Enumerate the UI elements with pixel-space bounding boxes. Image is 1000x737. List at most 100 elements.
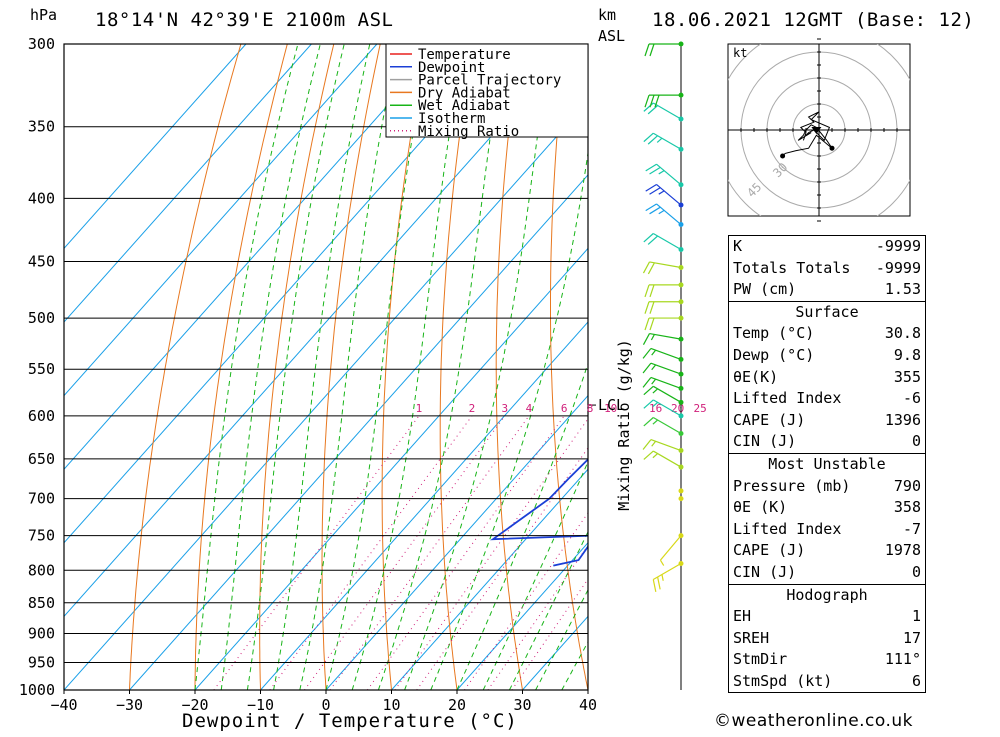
wind-barb-dot (679, 488, 684, 493)
mixing-ratio-line (512, 416, 700, 690)
dry-adiabat-line (130, 44, 241, 690)
copyright[interactable]: ©weatheronline.co.uk (714, 711, 913, 731)
pressure-tick-label: 550 (28, 360, 55, 378)
pressure-unit-label: hPa (30, 6, 57, 24)
hodograph-unit: kt (733, 46, 747, 60)
wet-adiabat-line (221, 44, 320, 690)
stat-totals: Totals Totals-9999 (729, 258, 925, 280)
stat-surface-cin: CIN (J)0 (729, 431, 925, 453)
pressure-tick-label: 850 (28, 594, 55, 612)
wind-barb-flag (659, 171, 664, 174)
lcl-label: LCL (598, 396, 625, 414)
mixing-ratio-label: 6 (561, 402, 568, 415)
wet-adiabat-line (247, 44, 344, 690)
stat-mu-cape: CAPE (J)1978 (729, 540, 925, 562)
wind-barb-flag (645, 44, 649, 56)
plot-frame (64, 44, 596, 694)
x-tick-label: −30 (116, 696, 143, 714)
wind-barb-flag (653, 454, 658, 458)
legend-label: Mixing Ratio (418, 124, 519, 140)
isotherm-line (64, 44, 639, 690)
dry-adiabat-line (551, 44, 589, 690)
wind-barb-flag (657, 138, 662, 142)
wind-barb-flag (650, 44, 654, 56)
stat-surface-theta: θE(K)355 (729, 367, 925, 389)
pressure-tick-label: 800 (28, 561, 55, 579)
x-axis-label: Dewpoint / Temperature (°C) (182, 710, 518, 732)
mixing-ratio-label: 8 (587, 402, 594, 415)
wind-barb-flag (643, 363, 651, 373)
hodograph-heading: Hodograph (729, 584, 925, 607)
wind-barb-flag (643, 334, 649, 345)
wind-barb-flag (659, 210, 664, 213)
wind-barb-flag (643, 262, 649, 273)
km-label: km (598, 6, 616, 24)
isotherm-line (0, 44, 442, 690)
pressure-tick-label: 600 (28, 407, 55, 425)
wind-barb-flag (650, 302, 654, 314)
wind-barb-flag (658, 577, 661, 589)
isotherm-line (0, 44, 508, 690)
stat-stmspd: StmSpd (kt)6 (729, 671, 925, 693)
wet-adiabat-line (457, 44, 664, 690)
x-tick-label: 40 (579, 696, 597, 714)
wind-barb-flag (659, 191, 664, 194)
date-title: 18.06.2021 12GMT (Base: 12) (652, 9, 974, 31)
hodograph-marker (830, 146, 835, 151)
x-tick-label: −40 (50, 696, 77, 714)
wind-barb-flag (644, 451, 653, 459)
wet-adiabat-line (274, 44, 370, 690)
wind-barb-flag (652, 365, 656, 370)
dry-adiabat-line (984, 44, 1000, 690)
dry-adiabat-line (440, 44, 473, 690)
wind-barb-flag (645, 285, 649, 297)
wind-barb-flag (653, 420, 658, 424)
mixing-ratio-axis-label: Mixing Ratio (g/kg) (615, 339, 633, 511)
wind-barb-dot (679, 496, 684, 501)
wind-barb-flag (650, 285, 654, 297)
pressure-tick-label: 650 (28, 450, 55, 468)
mixing-ratio-label: 25 (693, 402, 706, 415)
wind-barb-flag (645, 95, 649, 107)
wind-barb-flag (652, 350, 656, 355)
mixing-ratio-line (330, 416, 529, 690)
wind-barb-flag (643, 348, 651, 358)
stat-surface-li: Lifted Index-6 (729, 388, 925, 410)
pressure-tick-label: 450 (28, 253, 55, 271)
wet-adiabat-line (195, 44, 298, 690)
wind-barb-shaft (660, 536, 681, 561)
wind-barb-flag (650, 318, 654, 330)
wind-barb-flag (653, 580, 656, 592)
mixing-ratio-line (304, 416, 504, 690)
wind-barb-flag (650, 95, 654, 107)
location-title: 18°14'N 42°39'E 2100m ASL (95, 9, 393, 31)
wind-barb-flag (652, 441, 656, 446)
wind-barb-flag (643, 440, 651, 450)
dry-adiabat-line (654, 44, 719, 690)
mixing-ratio-label: 3 (501, 402, 508, 415)
dry-adiabat-line (937, 44, 1000, 690)
stat-mu-pressure: Pressure (mb)790 (729, 476, 925, 498)
wind-barb-flag (660, 560, 663, 565)
stat-k: K-9999 (729, 236, 925, 258)
pressure-tick-label: 700 (28, 490, 55, 508)
wind-barbs (643, 42, 683, 691)
pressure-tick-label: 350 (28, 118, 55, 136)
isotherm-line (195, 44, 770, 690)
stat-mu-theta: θE (K)358 (729, 497, 925, 519)
wind-barb-flag (650, 167, 661, 174)
wind-barb-flag (644, 386, 653, 394)
most-unstable-heading: Most Unstable (729, 453, 925, 476)
wind-barb-flag (652, 379, 656, 384)
plot-border (64, 44, 588, 690)
stat-surface-temp: Temp (°C)30.8 (729, 323, 925, 345)
wind-barb-flag (651, 334, 654, 340)
wind-barb-flag (643, 377, 651, 387)
stat-mu-li: Lifted Index-7 (729, 519, 925, 541)
